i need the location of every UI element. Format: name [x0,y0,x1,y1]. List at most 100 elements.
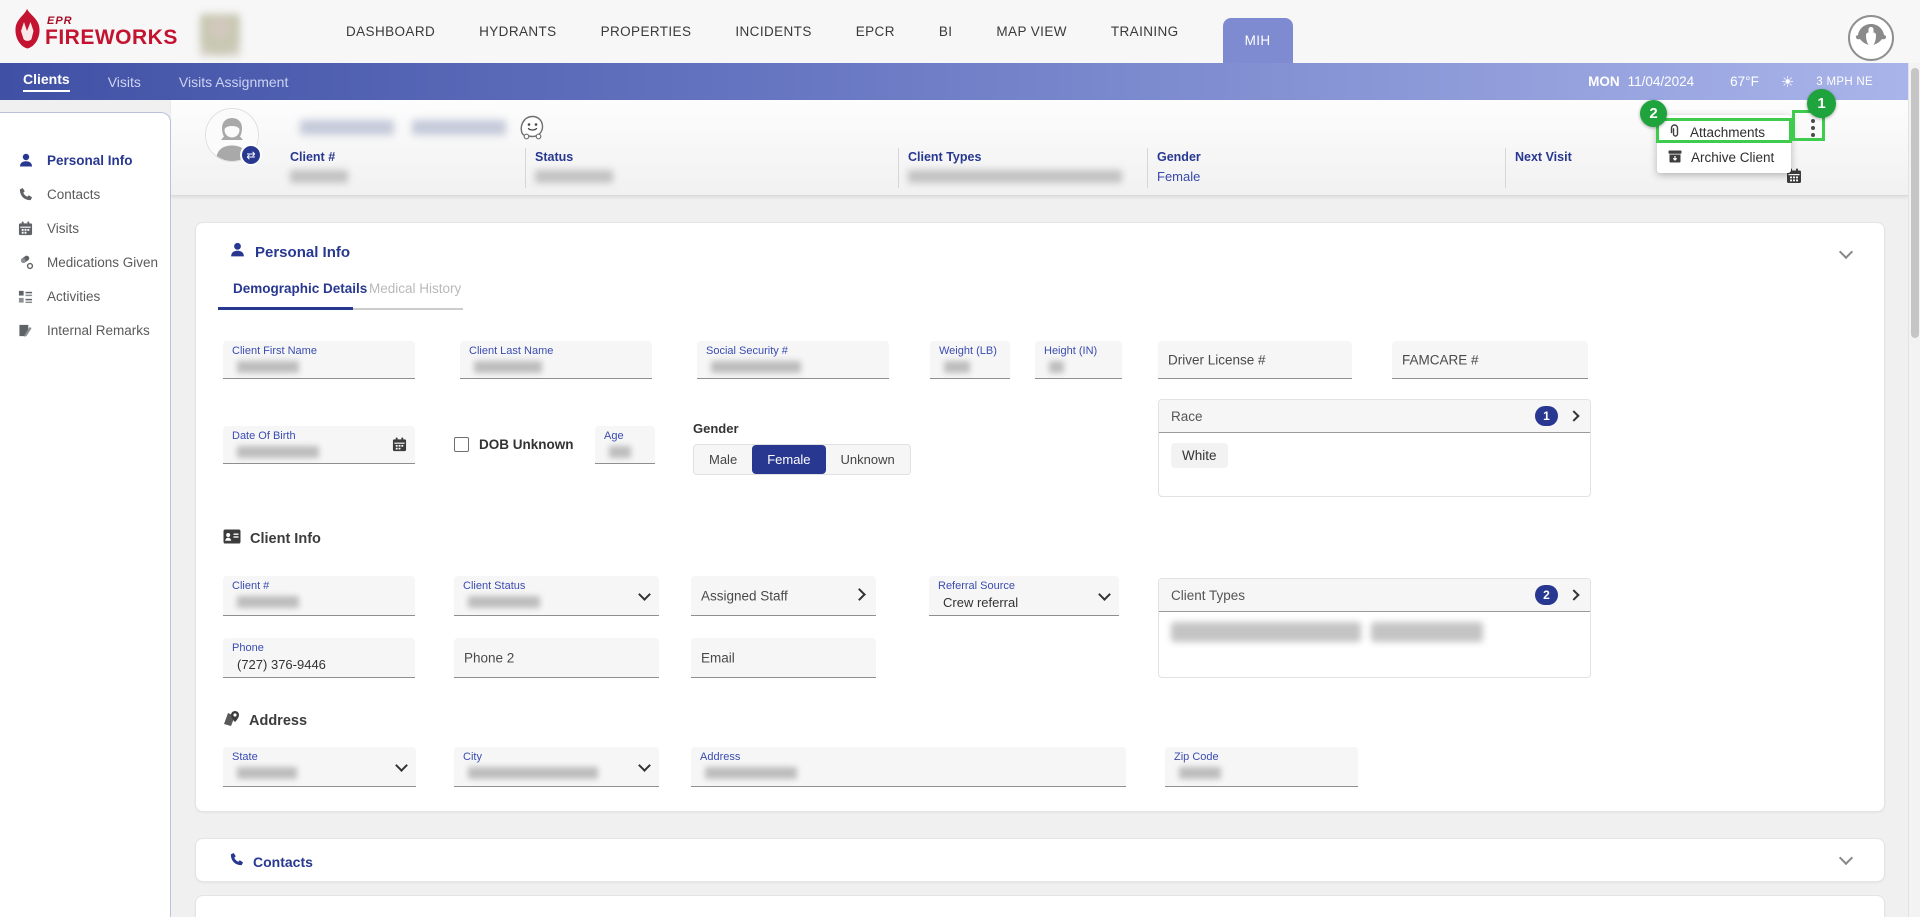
map-pin-icon [223,710,240,732]
contacts-card: Contacts [195,838,1885,882]
fire-helmet-icon [1854,19,1888,58]
client-type-chip-redacted [1371,622,1483,642]
nav-training[interactable]: TRAINING [1110,24,1179,39]
chevron-down-icon [395,759,408,772]
picker-assigned-staff[interactable]: Assigned Staff [691,576,876,616]
tab-demographic-details[interactable]: Demographic Details [233,281,368,296]
page-scrollbar-track[interactable] [1908,63,1920,917]
nav-incidents[interactable]: INCIDENTS [735,24,812,39]
race-panel-header[interactable]: Race 1 [1159,400,1590,433]
sidebar-item-contacts[interactable]: Contacts [0,177,170,211]
field-label: Gender [1157,150,1201,164]
chevron-right-icon [853,588,866,601]
input-weight[interactable]: Weight (LB) [930,341,1010,379]
header-field-next-visit: Next Visit [1515,150,1572,164]
client-info-section-header: Client Info [223,529,321,549]
checkbox-box[interactable] [454,437,469,452]
sidebar-item-internal-remarks[interactable]: Internal Remarks [0,313,170,347]
input-driver-license[interactable]: Driver License # [1158,341,1352,379]
personal-info-card: Personal Info Demographic Details Medica… [195,222,1885,812]
tab-medical-history[interactable]: Medical History [369,281,462,296]
nav-hydrants[interactable]: HYDRANTS [479,24,557,39]
input-social-security[interactable]: Social Security # [697,341,889,379]
nav-dashboard[interactable]: DASHBOARD [346,24,436,39]
dob-unknown-checkbox[interactable]: DOB Unknown [454,437,574,452]
input-client-last-name[interactable]: Client Last Name [460,341,652,379]
annotation-step-1: 1 [1807,89,1836,118]
sidebar-item-visits[interactable]: Visits [0,211,170,245]
sidebar-item-personal-info[interactable]: Personal Info [0,143,170,177]
input-zip-code[interactable]: Zip Code [1165,747,1358,787]
redacted-value [705,767,797,779]
subnav-clients[interactable]: Clients [23,71,70,92]
nav-properties[interactable]: PROPERTIES [600,24,692,39]
client-types-panel-header[interactable]: Client Types 2 [1159,579,1590,612]
page-scrollbar-thumb[interactable] [1911,68,1919,338]
person-icon [17,152,34,169]
input-date-of-birth[interactable]: Date Of Birth [223,426,415,464]
input-email[interactable]: Email [691,638,876,678]
field-label: Next Visit [1515,150,1572,164]
client-type-chip-redacted [1171,622,1361,642]
menu-item-archive-client[interactable]: Archive Client [1657,145,1791,170]
temperature-label: 67°F [1730,74,1759,89]
nav-map-view[interactable]: MAP VIEW [996,24,1067,39]
input-client-first-name[interactable]: Client First Name [223,341,415,379]
input-phone[interactable]: Phone (727) 376-9446 [223,638,415,678]
gender-option-female[interactable]: Female [752,445,826,474]
redacted-value [474,361,542,373]
more-actions-button[interactable] [1801,114,1825,142]
sidebar-item-activities[interactable]: Activities [0,279,170,313]
date-label: 11/04/2024 [1627,74,1695,89]
gender-segmented-control: Male Female Unknown [693,444,911,475]
address-section-header: Address [223,710,307,732]
waze-navigate-icon[interactable] [518,114,546,146]
menu-item-label: Attachments [1690,125,1766,140]
client-sidebar: Personal Info Contacts Visits Medication… [0,112,171,917]
subnav-visits[interactable]: Visits [107,73,141,90]
sidebar-item-label: Activities [47,288,101,304]
sidebar-item-label: Internal Remarks [47,322,150,338]
input-address[interactable]: Address [691,747,1126,787]
sidebar-item-label: Medications Given [47,254,159,270]
client-types-panel: Client Types 2 [1158,578,1591,678]
select-city[interactable]: City [454,747,659,787]
client-first-name-redacted [300,120,394,135]
nav-epcr[interactable]: EPCR [855,24,895,39]
subnav-visits-assignment[interactable]: Visits Assignment [178,73,289,90]
contacts-section-header: Contacts [229,852,313,872]
collapse-section-chevron[interactable] [1838,244,1854,260]
expand-section-chevron[interactable] [1838,850,1854,866]
user-photo-thumbnail[interactable] [200,14,240,56]
select-state[interactable]: State [223,747,416,787]
sync-client-badge[interactable]: ⇄ [240,144,262,166]
input-height[interactable]: Height (IN) [1035,341,1122,379]
sync-arrows-icon: ⇄ [246,149,256,162]
select-referral-source[interactable]: Referral Source Crew referral [929,576,1119,616]
flame-icon [14,9,41,54]
input-client-number[interactable]: Client # [223,576,415,616]
input-age[interactable]: Age [595,426,655,464]
sidebar-item-label: Personal Info [47,152,133,168]
input-phone-2[interactable]: Phone 2 [454,638,659,678]
next-visit-calendar-icon[interactable] [1786,168,1802,189]
menu-item-attachments[interactable]: Attachments [1657,120,1791,145]
annotation-step-2: 2 [1640,100,1667,127]
redacted-value [535,170,613,183]
redacted-value [609,446,631,458]
input-famcare[interactable]: FAMCARE # [1392,341,1588,379]
race-count-badge: 1 [1535,406,1558,426]
epr-fireworks-logo[interactable]: EPR FIREWORKS [14,9,178,54]
gender-option-unknown[interactable]: Unknown [840,452,895,467]
gender-value: Female [1157,169,1201,184]
client-last-name-redacted [412,120,506,135]
profile-avatar-button[interactable] [1848,15,1894,61]
nav-mih-active-tab[interactable]: MIH [1222,18,1293,63]
sidebar-item-medications-given[interactable]: Medications Given [0,245,170,279]
redacted-value [944,361,970,373]
redacted-value [1049,361,1064,373]
calendar-icon[interactable] [392,437,407,457]
gender-option-male[interactable]: Male [709,452,738,467]
select-client-status[interactable]: Client Status [454,576,659,616]
nav-bi[interactable]: BI [938,24,953,39]
